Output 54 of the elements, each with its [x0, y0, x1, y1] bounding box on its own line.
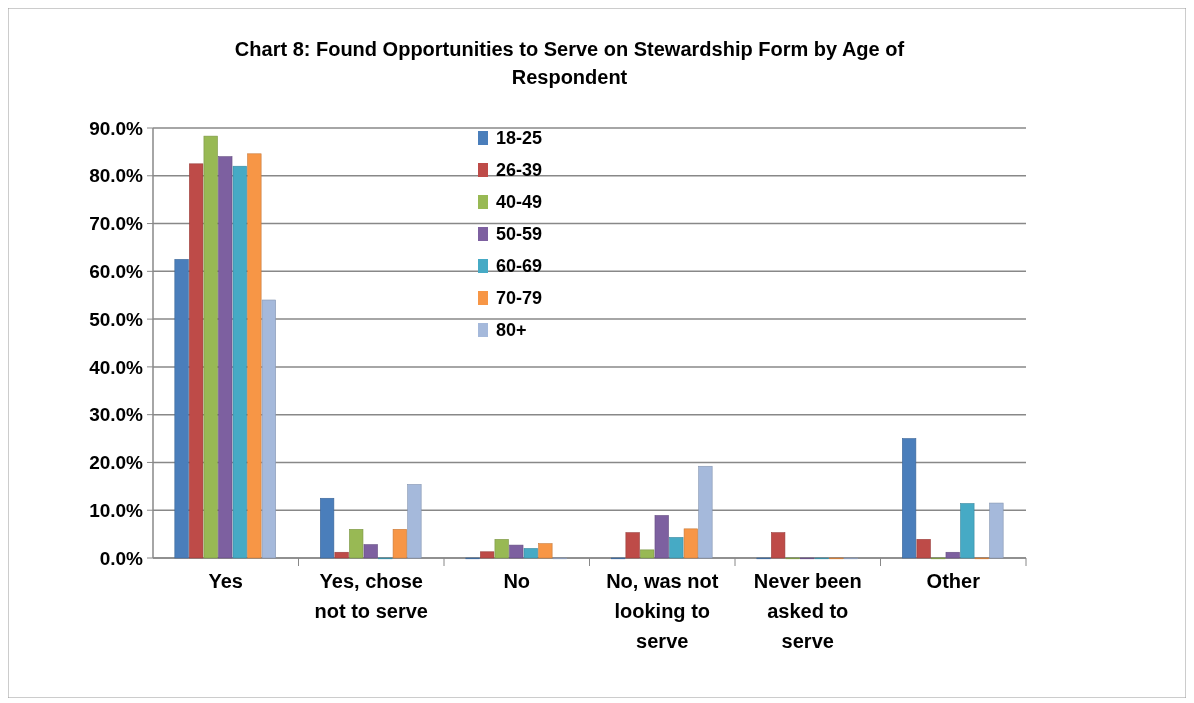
legend-label: 26-39: [496, 160, 543, 181]
legend-label: 40-49: [496, 192, 543, 213]
x-tick-label: No, was not looking to serve: [606, 570, 719, 652]
bar: [509, 544, 524, 559]
bar: [960, 503, 975, 559]
bar: [698, 465, 713, 559]
bar: [654, 515, 669, 559]
bar: [771, 532, 786, 559]
bar: [640, 549, 655, 559]
chart-title: Chart 8: Found Opportunities to Serve on Stewardship Form by Age of Respondent: [234, 38, 905, 88]
legend-label: 70-79: [496, 288, 543, 309]
y-tick-label: 10.0%: [89, 499, 144, 521]
y-tick-label: 70.0%: [89, 213, 144, 235]
bar: [363, 544, 378, 559]
legend-label: 18-25: [496, 128, 543, 149]
bar: [232, 165, 247, 559]
bar: [349, 529, 364, 559]
bar: [174, 259, 189, 559]
y-tick-label: 90.0%: [89, 117, 144, 139]
y-tick-label: 40.0%: [89, 356, 144, 378]
bar: [494, 539, 509, 559]
bar: [189, 163, 204, 559]
x-tick-label: No: [503, 570, 531, 592]
legend-label: 80+: [496, 320, 527, 341]
bar: [523, 548, 538, 559]
y-tick-label: 30.0%: [89, 404, 144, 426]
y-tick-label: 80.0%: [89, 165, 144, 187]
y-tick-label: 20.0%: [89, 452, 144, 474]
legend-label: 50-59: [496, 224, 543, 245]
bar: [320, 497, 335, 559]
bar: [203, 135, 218, 559]
x-tick-label: Yes, chose not to serve: [314, 570, 428, 622]
bar: [218, 156, 233, 559]
y-tick-label: 50.0%: [89, 308, 144, 330]
bar: [538, 543, 553, 559]
bar: [989, 502, 1004, 559]
x-tick-label: Yes: [208, 570, 243, 592]
x-tick-label: Other: [926, 570, 981, 592]
bar: [945, 551, 960, 559]
bar: [392, 529, 407, 559]
bar: [902, 438, 917, 559]
bar: [334, 551, 349, 559]
legend-label: 60-69: [496, 256, 543, 277]
bar: [916, 539, 931, 559]
bar: [261, 299, 276, 559]
bar: [480, 551, 495, 559]
bar: [683, 528, 698, 559]
bar: [669, 537, 684, 559]
y-tick-label: 60.0%: [89, 260, 144, 282]
bar: [407, 484, 422, 559]
x-tick-label: Never been asked to serve: [753, 570, 862, 652]
bar: [625, 532, 640, 559]
y-tick-label: 0.0%: [99, 547, 144, 569]
bar: [247, 153, 262, 559]
